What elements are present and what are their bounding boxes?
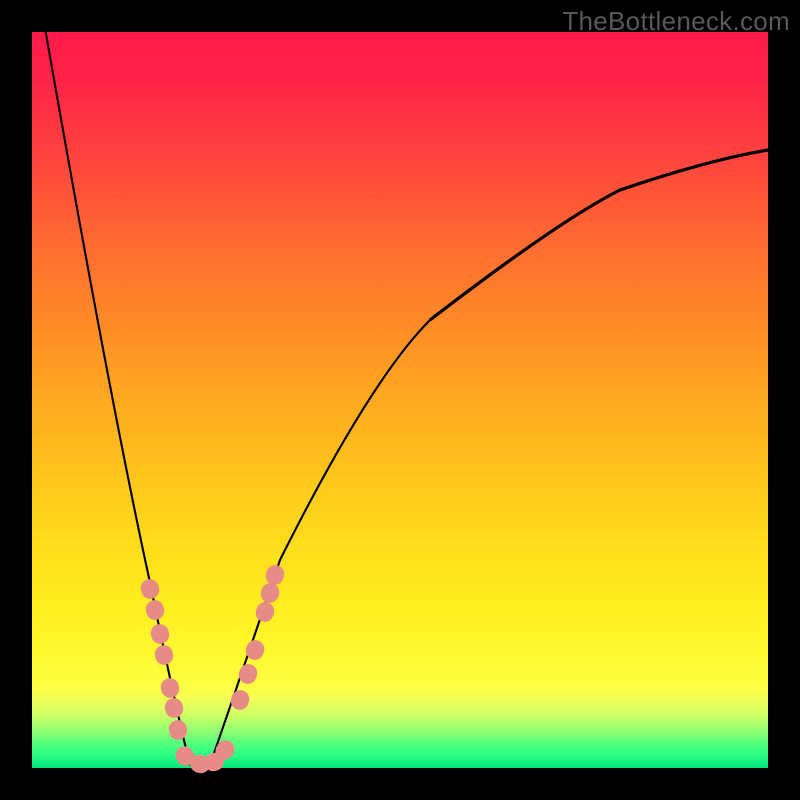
plot-background [32,32,768,768]
attribution-text: TheBottleneck.com [562,6,790,37]
bottleneck-curve-chart [0,0,800,800]
chart-container: TheBottleneck.com [0,0,800,800]
